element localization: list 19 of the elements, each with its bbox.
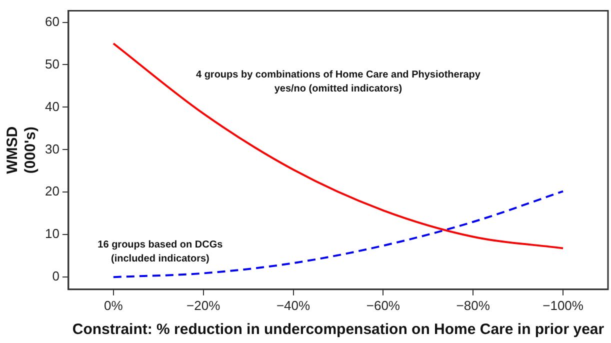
y-tick-label: 50 bbox=[44, 56, 60, 72]
series-label: 16 groups based on DCGs (included indicators) bbox=[98, 240, 224, 265]
x-tick-label: −100% bbox=[542, 298, 584, 313]
x-axis-title: Constraint: % reduction in undercompensation on Home Care in prior year bbox=[72, 321, 604, 338]
x-tick-label: −80% bbox=[456, 298, 490, 313]
y-tick-label: 20 bbox=[44, 184, 60, 199]
x-tick-label: −20% bbox=[186, 298, 221, 313]
line-series bbox=[112, 190, 564, 278]
y-tick-label: 0 bbox=[52, 268, 60, 284]
series-label: 4 groups by combinations of Home Care and Physiotherapy yes/no (omitted indicators) bbox=[196, 70, 481, 95]
x-tick-label: 0% bbox=[104, 298, 124, 313]
line-series bbox=[112, 42, 564, 250]
y-tick-label: 10 bbox=[44, 226, 60, 242]
y-tick-label: 60 bbox=[44, 14, 60, 29]
x-tick-label: −60% bbox=[366, 298, 400, 313]
y-axis-title: WMSD (000's) bbox=[4, 126, 40, 174]
x-tick-label: −40% bbox=[276, 298, 311, 313]
y-tick-label: 30 bbox=[44, 141, 60, 156]
y-tick-label: 40 bbox=[44, 98, 60, 114]
